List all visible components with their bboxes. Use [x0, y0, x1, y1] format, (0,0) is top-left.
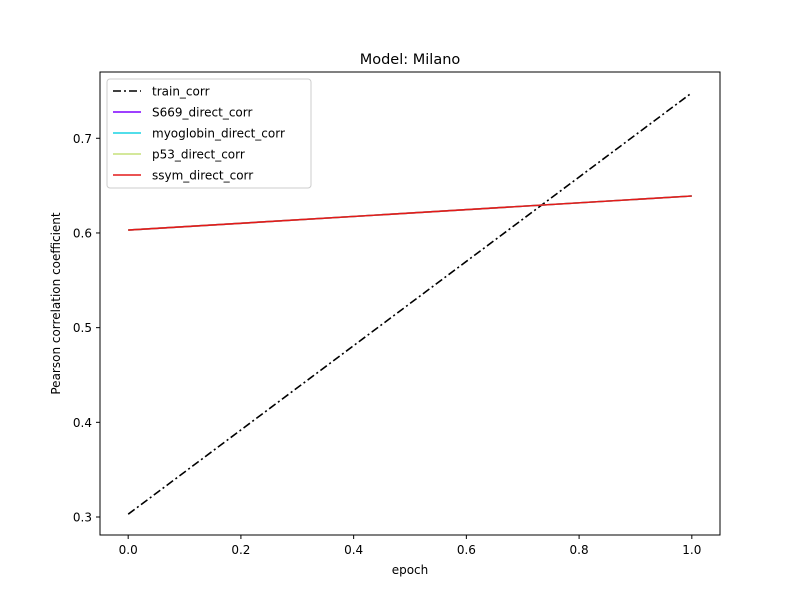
legend-label: p53_direct_corr — [152, 148, 245, 162]
legend-label: S669_direct_corr — [152, 106, 252, 120]
plot-frame — [99, 71, 721, 536]
x-tick-label: 0.2 — [231, 543, 250, 557]
x-tick-label: 0.8 — [570, 543, 589, 557]
plot-lines — [127, 92, 693, 515]
series-line-train_corr — [127, 92, 693, 515]
y-axis: 0.3 0.4 0.5 0.6 0.7 — [73, 132, 100, 525]
series-line-ssym_direct_corr — [128, 195, 692, 231]
legend-label: train_corr — [152, 85, 210, 99]
x-tick-label: 1.0 — [682, 543, 701, 557]
x-axis-label: epoch — [392, 563, 429, 577]
y-tick-label: 0.4 — [73, 416, 92, 430]
y-tick-label: 0.7 — [73, 132, 92, 146]
y-axis-label: Pearson correlation coefficient — [49, 212, 63, 395]
legend-label: myoglobin_direct_corr — [152, 127, 285, 141]
legend-box — [106, 78, 312, 189]
y-tick-label: 0.6 — [73, 226, 92, 240]
x-tick-label: 0.4 — [344, 543, 363, 557]
x-axis: 0.0 0.2 0.4 0.6 0.8 1.0 — [119, 535, 701, 557]
y-tick-label: 0.5 — [73, 321, 92, 335]
chart-title: Model: Milano — [360, 52, 461, 68]
legend-label: ssym_direct_corr — [152, 169, 253, 183]
y-tick-label: 0.3 — [73, 511, 92, 525]
x-tick-label: 0.0 — [119, 543, 138, 557]
legend: train_corr S669_direct_corr myoglobin_dire… — [106, 78, 312, 189]
x-tick-label: 0.6 — [457, 543, 476, 557]
